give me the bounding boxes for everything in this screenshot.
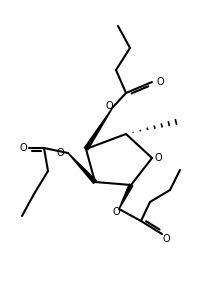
Text: O: O — [56, 148, 63, 158]
Text: O: O — [19, 143, 27, 153]
Polygon shape — [118, 184, 132, 209]
Polygon shape — [84, 107, 112, 150]
Text: O: O — [112, 207, 119, 217]
Polygon shape — [68, 153, 96, 183]
Text: O: O — [156, 77, 164, 87]
Text: O: O — [154, 153, 162, 163]
Text: O: O — [105, 101, 112, 111]
Text: O: O — [162, 234, 170, 244]
